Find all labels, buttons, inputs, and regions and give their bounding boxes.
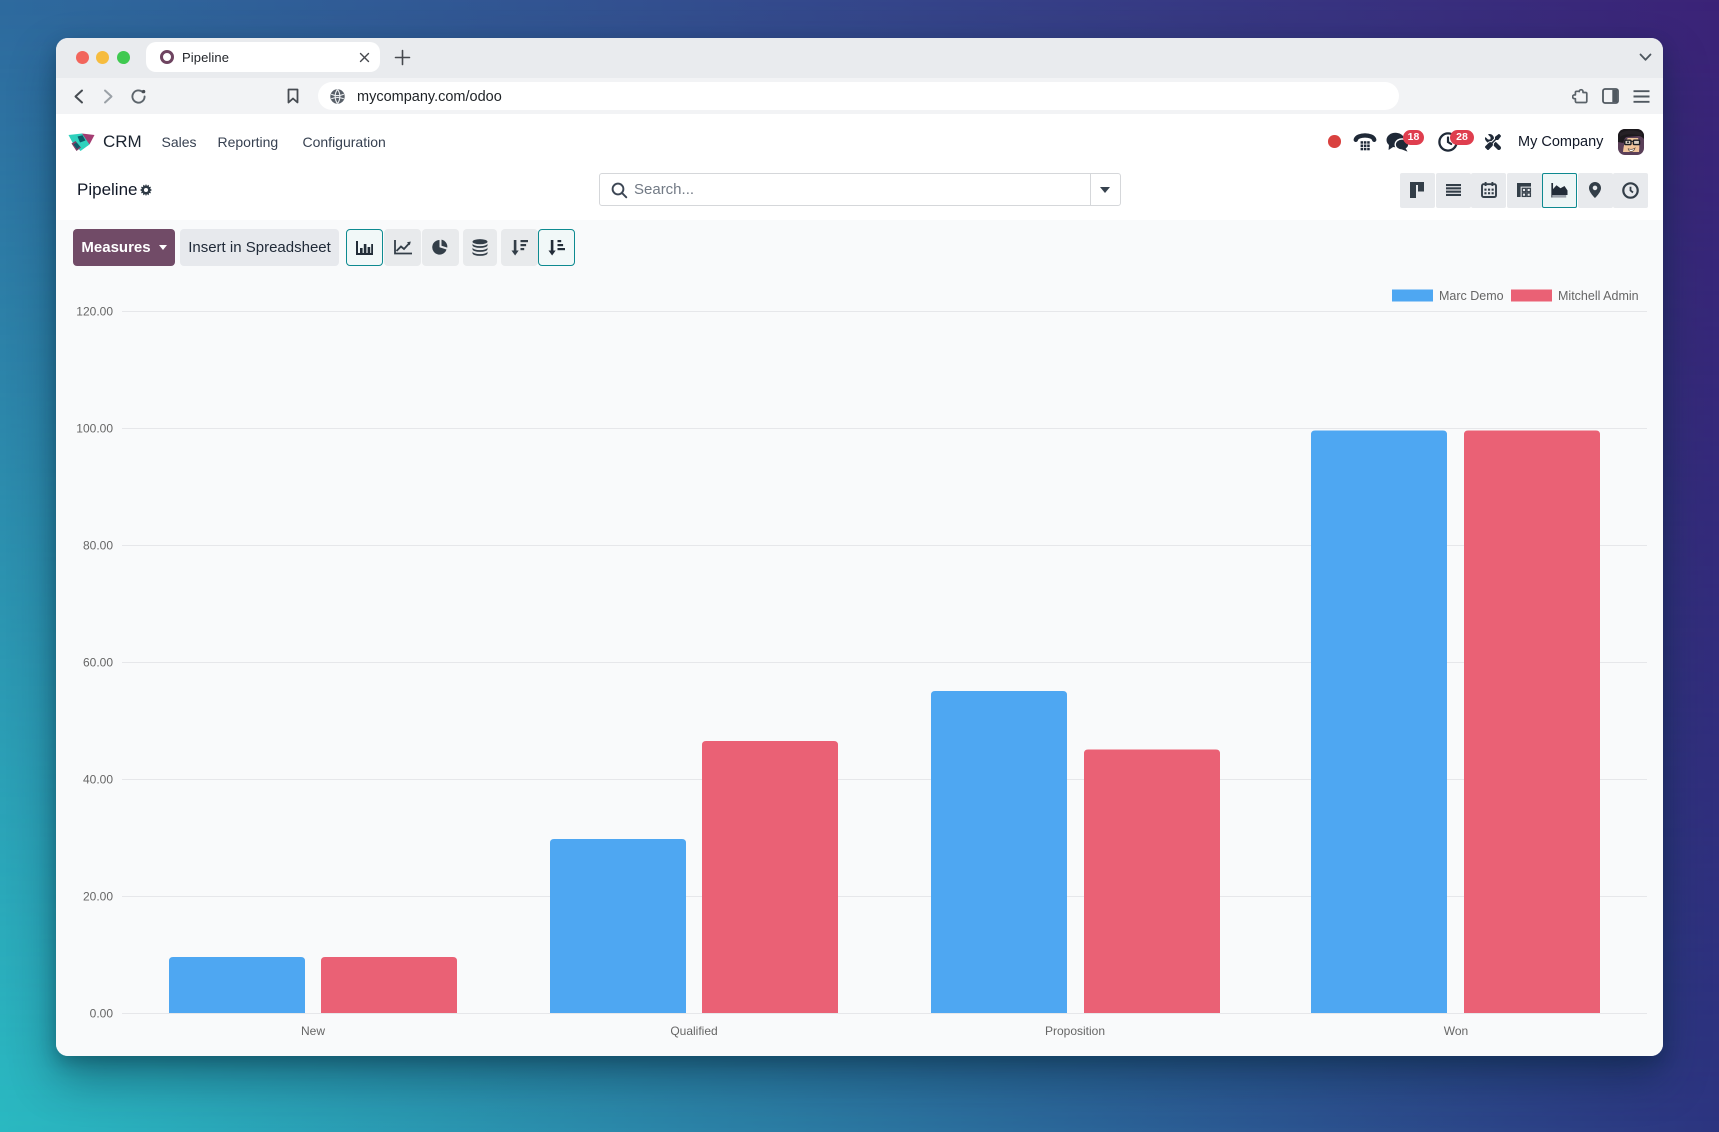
svg-text:0.00: 0.00 <box>90 1007 114 1021</box>
svg-text:Mitchell Admin: Mitchell Admin <box>1558 289 1639 303</box>
svg-text:Qualified: Qualified <box>670 1024 717 1038</box>
svg-text:New: New <box>301 1024 325 1038</box>
svg-text:Marc Demo: Marc Demo <box>1439 289 1504 303</box>
svg-text:Proposition: Proposition <box>1045 1024 1105 1038</box>
svg-text:100.00: 100.00 <box>76 422 113 436</box>
svg-text:40.00: 40.00 <box>83 773 113 787</box>
svg-text:120.00: 120.00 <box>76 305 113 319</box>
svg-text:80.00: 80.00 <box>83 539 113 553</box>
svg-text:60.00: 60.00 <box>83 656 113 670</box>
svg-text:20.00: 20.00 <box>83 890 113 904</box>
svg-text:Won: Won <box>1444 1024 1468 1038</box>
